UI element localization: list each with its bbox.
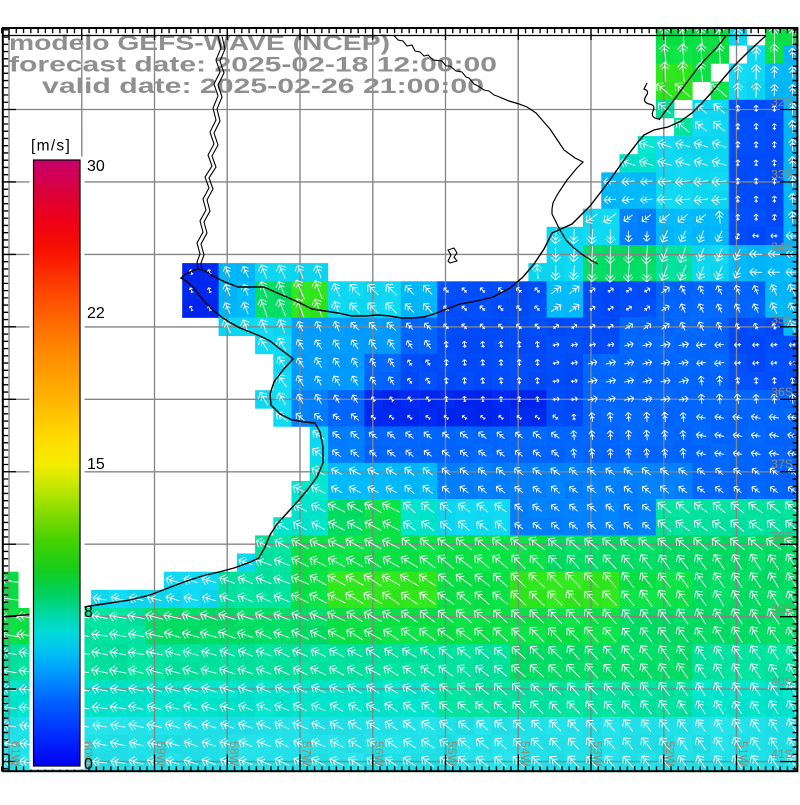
svg-text:33S: 33S xyxy=(771,167,793,181)
svg-text:40S: 40S xyxy=(771,675,793,689)
svg-text:39S: 39S xyxy=(771,602,793,616)
svg-text:59W: 59W xyxy=(154,741,168,767)
svg-text:53W: 53W xyxy=(591,741,605,767)
svg-text:56W: 56W xyxy=(372,741,386,767)
svg-text:modelo GEFS-WAVE (NCEP): modelo GEFS-WAVE (NCEP) xyxy=(9,31,390,55)
svg-text:valid date: 2025-02-26 21:00:0: valid date: 2025-02-26 21:00:00 xyxy=(42,74,484,98)
svg-text:0: 0 xyxy=(84,756,93,773)
svg-text:41S: 41S xyxy=(771,747,793,761)
svg-text:52W: 52W xyxy=(663,741,677,767)
svg-text:58W: 58W xyxy=(227,741,241,767)
svg-text:35S: 35S xyxy=(771,312,793,326)
svg-text:61W: 61W xyxy=(9,741,23,767)
svg-text:57W: 57W xyxy=(300,741,314,767)
svg-text:37S: 37S xyxy=(771,457,793,471)
svg-text:55W: 55W xyxy=(445,741,459,767)
svg-text:32S: 32S xyxy=(771,95,793,109)
svg-text:22: 22 xyxy=(87,305,105,322)
svg-text:54W: 54W xyxy=(518,741,532,767)
svg-text:34S: 34S xyxy=(771,240,793,254)
svg-text:8: 8 xyxy=(84,604,93,621)
svg-text:30: 30 xyxy=(87,158,105,175)
svg-text:15: 15 xyxy=(87,456,105,473)
svg-text:38S: 38S xyxy=(771,530,793,544)
svg-text:[m/s]: [m/s] xyxy=(31,138,71,155)
svg-text:36S: 36S xyxy=(771,385,793,399)
svg-text:51W: 51W xyxy=(736,741,750,767)
